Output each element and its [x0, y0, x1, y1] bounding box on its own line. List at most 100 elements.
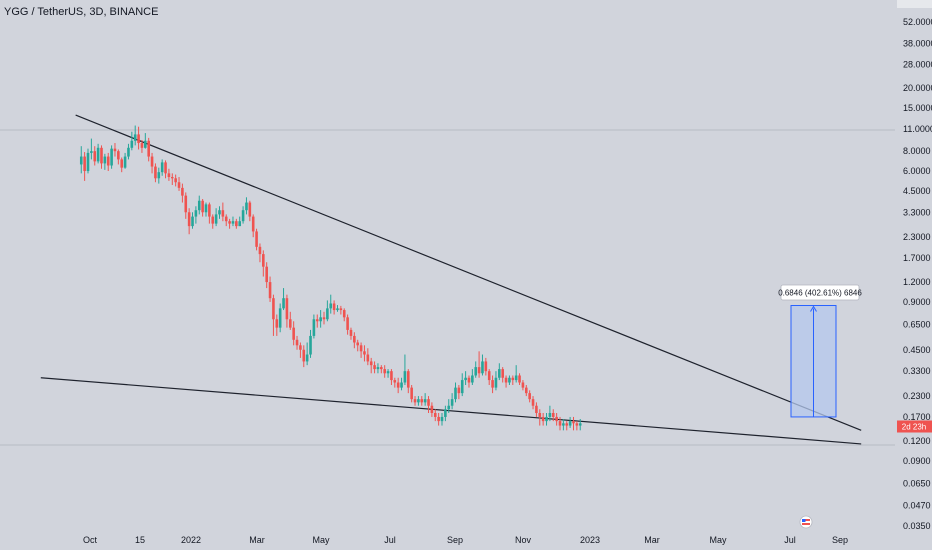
candle	[295, 335, 299, 350]
candle-body	[531, 399, 535, 406]
candle	[508, 375, 511, 386]
candle	[558, 416, 562, 431]
x-axis[interactable]: Oct 15 2022 Mar May Jul Sep Nov 2023 Mar May Jul Sep	[83, 515, 848, 545]
candle	[511, 375, 515, 386]
candle	[214, 208, 218, 227]
y-tick-label: 8.0000	[903, 146, 931, 156]
candle-body	[363, 351, 366, 355]
x-tick-label: Mar	[644, 535, 660, 545]
candle	[285, 294, 289, 328]
y-tick-label: 15.0000	[903, 103, 932, 113]
candle	[491, 375, 494, 394]
candle	[231, 216, 235, 227]
candle	[224, 214, 228, 227]
candle-body	[575, 423, 579, 426]
candle	[450, 393, 454, 410]
candle	[96, 143, 100, 164]
candle-body	[174, 178, 177, 183]
candle	[208, 202, 211, 224]
candle-body	[572, 421, 575, 424]
candle-body	[117, 151, 120, 160]
y-axis[interactable]: 52.0000 38.0000 28.0000 20.0000 15.0000 11.00…	[903, 17, 932, 531]
candle-body	[437, 416, 440, 422]
candle-body	[315, 319, 319, 322]
trendline-lower-support[interactable]	[40, 377, 862, 445]
candle	[90, 138, 93, 160]
candle	[555, 412, 558, 426]
candle	[106, 152, 110, 172]
candle-body	[201, 200, 204, 213]
candle-body	[366, 354, 370, 362]
candle-body	[339, 308, 343, 311]
candle-body	[467, 377, 471, 383]
candle-body	[127, 147, 130, 157]
x-tick-label: Jul	[384, 535, 396, 545]
candle-body	[444, 409, 447, 417]
candle	[238, 216, 242, 227]
candle	[423, 393, 427, 406]
candle	[339, 305, 343, 315]
candle-body	[309, 335, 312, 355]
candle	[221, 202, 225, 222]
trendline-upper-resistance[interactable]	[75, 114, 862, 431]
candle	[440, 412, 444, 426]
candle	[204, 202, 208, 217]
candle-body	[218, 210, 221, 215]
candle	[454, 382, 457, 403]
candle-body	[208, 204, 211, 217]
candle	[460, 373, 464, 397]
y-tick-label: 0.9000	[903, 297, 931, 307]
candle	[359, 342, 363, 358]
top-price-tag	[897, 0, 932, 8]
candle	[86, 148, 90, 174]
candle-body	[400, 382, 403, 388]
candle	[484, 357, 488, 376]
candle-body	[346, 317, 349, 330]
measure-tool[interactable]: 0.6846 (402.61%) 6846	[778, 284, 862, 418]
candle-body	[93, 151, 97, 162]
candle	[373, 361, 376, 374]
candle-body	[238, 221, 242, 227]
candle	[309, 329, 312, 358]
candle-body	[555, 416, 558, 422]
candle	[262, 250, 265, 277]
candle-body	[322, 317, 326, 320]
candle-body	[423, 399, 427, 403]
candle	[248, 200, 252, 222]
candle-body	[120, 159, 124, 168]
candle	[218, 206, 221, 219]
candle	[437, 412, 440, 426]
candle	[518, 373, 521, 386]
candle-body	[551, 412, 555, 417]
y-tick-label: 0.0650	[903, 478, 931, 488]
candle-body	[447, 405, 451, 410]
candle	[474, 361, 478, 378]
y-tick-label: 20.0000	[903, 83, 932, 93]
candle	[127, 143, 130, 160]
candle-body	[386, 371, 390, 374]
candle	[531, 396, 535, 410]
x-tick-label: Mar	[249, 535, 265, 545]
candle	[514, 365, 518, 383]
candle-body	[106, 156, 110, 166]
candle-layer	[79, 125, 582, 431]
economic-event-icon[interactable]	[799, 515, 813, 529]
candle	[79, 146, 83, 174]
candle	[545, 412, 548, 426]
candle-body	[524, 387, 528, 394]
candle	[191, 212, 194, 229]
candle-body	[349, 329, 353, 336]
candle-body	[140, 143, 144, 148]
candle-body	[235, 221, 238, 227]
candle	[305, 342, 309, 366]
candle-body	[528, 393, 531, 400]
measure-label: 0.6846 (402.61%) 6846	[778, 289, 862, 298]
candle-body	[272, 298, 275, 320]
symbol-title: YGG / TetherUS, 3D, BINANCE	[4, 6, 159, 18]
candle	[258, 243, 262, 263]
candle-body	[356, 342, 360, 346]
x-tick-label: May	[709, 535, 727, 545]
candle-body	[204, 204, 208, 213]
candle-body	[471, 375, 474, 383]
